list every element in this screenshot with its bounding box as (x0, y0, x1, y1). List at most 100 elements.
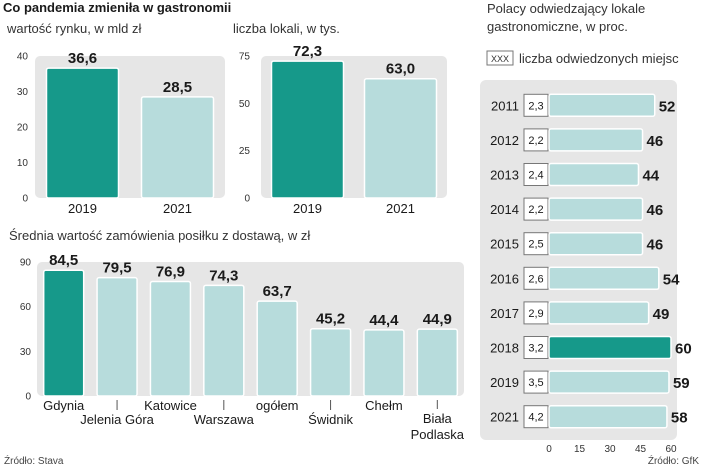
static-layer: Co pandemia zmieniła w gastronomii warto… (3, 0, 699, 466)
market-value-label: 28,5 (163, 79, 192, 96)
venues-y-tick: 0 (244, 194, 250, 205)
order-value-label: 44,4 (369, 312, 399, 329)
order-bar (256, 300, 298, 397)
order-y-tick: 90 (20, 258, 32, 269)
visitors-bar (548, 404, 668, 429)
visitors-year-label: 2015 (490, 237, 519, 252)
visitors-count-box (523, 128, 549, 152)
visitors-value-label: 60 (675, 341, 692, 358)
visitors-bar (548, 370, 670, 394)
venues-category-label: 2019 (293, 201, 322, 216)
visitors-x-tick: 15 (574, 444, 586, 455)
order-category-label: Gdynia (43, 398, 85, 413)
visitors-value-label: 44 (642, 168, 659, 185)
venues-chart: 0 25 50 75 72,3 2019 63,0 2021 (239, 43, 447, 216)
visitors-bar (548, 266, 660, 291)
visitors-year-label: 2014 (490, 202, 519, 217)
market-bar (45, 67, 120, 199)
order-bar (203, 284, 245, 397)
legend-box (486, 50, 514, 66)
visitors-year-label: 2011 (491, 98, 519, 113)
order-bar (416, 328, 459, 397)
visitors-count-box (523, 197, 549, 221)
source-gfk: Źródło: GfK (648, 454, 699, 466)
order-y-tick: 30 (20, 347, 32, 358)
visitors-value-label: 46 (647, 237, 664, 254)
visitors-chart-title-line-1: Polacy odwiedzający lokale (487, 1, 645, 16)
order-value-label: 74,3 (209, 267, 238, 284)
venues-value-label: 72,3 (293, 43, 322, 60)
order-bar (309, 327, 352, 397)
visitors-count-box (523, 232, 549, 256)
legend-box-label: XXX (491, 54, 509, 64)
order-y-tick: 0 (25, 392, 31, 403)
visitors-value-label: 46 (647, 202, 664, 219)
order-category-label: Jelenia Góra (80, 412, 154, 427)
visitors-value-label: 54 (663, 271, 680, 288)
visitors-value-label: 49 (653, 306, 670, 323)
visitors-count-label: 2,3 (528, 100, 543, 112)
order-category-label: Biała (423, 411, 453, 426)
order-value-label: 79,5 (102, 260, 131, 277)
market-chart: 0 10 20 30 40 36,6 2019 28,5 2021 (17, 50, 225, 216)
order-bar (42, 269, 85, 397)
visitors-chart-title-line-2: gastronomiczne, w proc. (487, 19, 628, 34)
visitors-year-label: 2017 (490, 306, 519, 321)
market-bar (140, 96, 215, 199)
order-value-label: 63,7 (263, 283, 292, 300)
legend-text: liczba odwiedzonych miejsc (519, 51, 679, 66)
visitors-year-label: 2021 (490, 410, 519, 425)
visitors-bar (548, 335, 672, 360)
visitors-value-label: 52 (659, 98, 676, 115)
order-category-label: Warszawa (194, 412, 255, 427)
venues-bar (363, 77, 438, 199)
visitors-count-box (523, 370, 549, 394)
visitors-count-label: 2,9 (528, 308, 543, 320)
visitors-bar (548, 162, 640, 187)
visitors-x-tick: 60 (665, 444, 677, 455)
visitors-year-label: 2018 (490, 341, 519, 356)
venues-y-tick: 50 (239, 99, 251, 110)
venues-bar (270, 60, 345, 199)
visitors-count-label: 2,5 (528, 239, 543, 251)
order-bar (96, 276, 138, 397)
market-y-tick: 0 (22, 194, 28, 205)
order-value-label: 84,5 (49, 252, 78, 269)
visitors-bar (548, 197, 644, 221)
visitors-x-tick: 30 (604, 444, 616, 455)
visitors-count-box (523, 163, 549, 186)
visitors-bar (548, 93, 656, 118)
visitors-year-label: 2016 (490, 271, 519, 286)
order-bar (149, 280, 192, 397)
visitors-value-label: 58 (671, 410, 688, 427)
order-category-label: ogółem (256, 398, 299, 413)
venues-category-label: 2021 (386, 201, 415, 216)
visitors-count-label: 2,4 (528, 170, 543, 182)
visitors-value-label: 59 (673, 375, 690, 392)
visitors-count-label: 3,5 (528, 377, 543, 389)
order-value-label: 44,9 (423, 311, 452, 328)
visitors-chart: 0 15 30 45 60 2011 2,3 52 2012 2,2 46 2013 2,4 44 2014… (480, 80, 692, 455)
venues-value-label: 63,0 (386, 61, 415, 78)
visitors-bar (548, 231, 644, 256)
order-bar (363, 329, 405, 397)
market-category-label: 2019 (68, 201, 97, 216)
visitors-year-label: 2019 (490, 375, 519, 390)
market-y-tick: 10 (17, 158, 29, 169)
visitors-count-box (523, 336, 549, 359)
market-y-tick: 30 (17, 87, 29, 98)
visitors-count-box (523, 301, 549, 325)
visitors-count-label: 2,6 (528, 273, 543, 285)
visitors-bar (548, 301, 650, 325)
visitors-value-label: 46 (647, 133, 664, 150)
source-stava: Źródło: Stava (4, 454, 64, 466)
order-category-label: Katowice (144, 398, 197, 413)
venues-y-tick: 75 (239, 52, 251, 63)
order-category-label: Chełm (365, 398, 403, 413)
visitors-count-label: 2,2 (528, 135, 543, 147)
order-panel (37, 262, 464, 396)
visitors-x-tick: 0 (546, 444, 552, 455)
visitors-x-tick: 45 (635, 444, 647, 455)
visitors-count-box (523, 266, 549, 290)
